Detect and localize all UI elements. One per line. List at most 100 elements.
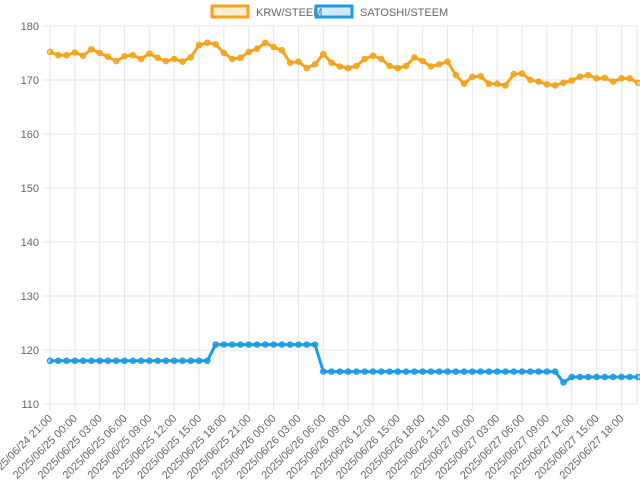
data-point[interactable] [344,368,352,375]
data-point[interactable] [113,57,120,65]
data-point[interactable] [369,52,377,59]
data-point[interactable] [609,78,617,85]
data-point[interactable] [162,57,170,65]
data-point[interactable] [96,357,103,365]
data-point[interactable] [386,62,393,70]
data-point[interactable] [361,368,368,375]
data-point[interactable] [253,341,261,348]
data-point[interactable] [320,368,327,375]
data-point[interactable] [485,80,493,88]
data-point[interactable] [585,71,592,79]
data-point[interactable] [278,341,286,348]
data-point[interactable] [154,357,161,365]
data-point[interactable] [195,357,203,365]
data-point[interactable] [121,52,128,60]
data-point[interactable] [146,50,153,57]
data-point[interactable] [378,55,385,63]
data-point[interactable] [527,368,534,375]
data-point[interactable] [402,368,410,375]
data-point[interactable] [353,62,360,70]
data-point[interactable] [394,368,402,375]
data-point[interactable] [427,368,435,375]
data-point[interactable] [328,59,335,66]
data-point[interactable] [146,357,153,365]
data-point[interactable] [303,64,310,72]
data-point[interactable] [179,58,186,65]
data-point[interactable] [170,357,178,365]
data-point[interactable] [609,373,617,381]
data-point[interactable] [601,74,609,82]
data-point[interactable] [477,368,484,375]
data-point[interactable] [618,75,625,82]
data-point[interactable] [477,72,484,80]
data-point[interactable] [502,368,509,375]
data-point[interactable] [162,357,170,365]
data-point[interactable] [63,357,70,365]
data-point[interactable] [336,63,344,70]
data-point[interactable] [535,78,542,85]
data-point[interactable] [303,341,310,348]
data-point[interactable] [493,80,501,88]
data-point[interactable] [601,373,609,381]
data-point[interactable] [187,357,195,365]
data-point[interactable] [270,341,277,348]
data-point[interactable] [320,50,327,58]
data-point[interactable] [311,61,319,68]
data-point[interactable] [626,373,633,381]
data-point[interactable] [220,49,228,57]
data-point[interactable] [88,45,95,53]
legend-item[interactable]: KRW/STEEM [210,4,322,19]
data-point[interactable] [518,368,526,375]
data-point[interactable] [510,70,518,78]
data-point[interactable] [270,43,277,51]
data-point[interactable] [419,57,426,65]
data-point[interactable] [278,47,286,54]
data-point[interactable] [568,373,575,381]
data-point[interactable] [402,62,410,70]
data-point[interactable] [444,58,451,65]
data-point[interactable] [361,55,368,63]
data-point[interactable] [55,51,62,59]
data-point[interactable] [79,52,87,59]
data-point[interactable] [444,368,451,375]
data-point[interactable] [170,55,178,63]
data-point[interactable] [386,368,393,375]
data-point[interactable] [154,54,161,62]
data-point[interactable] [502,82,509,89]
data-point[interactable] [55,357,62,365]
data-point[interactable] [195,41,203,49]
data-point[interactable] [576,373,584,381]
data-point[interactable] [411,368,418,375]
data-point[interactable] [71,49,79,56]
data-point[interactable] [245,48,253,56]
data-point[interactable] [137,55,145,63]
data-point[interactable] [593,373,600,381]
data-point[interactable] [328,368,335,375]
data-point[interactable] [411,54,418,61]
data-point[interactable] [245,341,253,348]
data-point[interactable] [113,357,120,365]
data-point[interactable] [435,368,443,375]
data-point[interactable] [212,341,219,348]
data-point[interactable] [96,49,103,57]
data-point[interactable] [253,45,261,52]
data-point[interactable] [336,368,344,375]
data-point[interactable] [237,341,244,348]
data-point[interactable] [369,368,377,375]
data-point[interactable] [634,79,640,86]
data-point[interactable] [344,64,352,72]
data-point[interactable] [79,357,87,365]
data-point[interactable] [593,75,600,82]
data-point[interactable] [104,53,112,61]
data-point[interactable] [585,373,592,381]
data-point[interactable] [419,368,426,375]
data-point[interactable] [527,76,534,84]
data-point[interactable] [551,368,559,375]
data-point[interactable] [485,368,493,375]
data-point[interactable] [187,54,195,61]
data-point[interactable] [88,357,95,365]
data-point[interactable] [179,357,186,365]
data-point[interactable] [262,39,269,46]
data-point[interactable] [560,379,567,386]
data-point[interactable] [460,80,468,88]
